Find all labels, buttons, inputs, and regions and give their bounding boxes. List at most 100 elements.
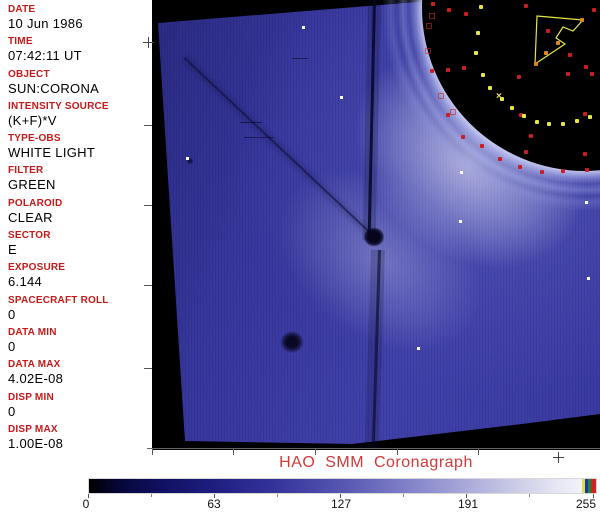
colorbar-tick — [88, 494, 89, 498]
fiducial-dot-red — [517, 75, 521, 79]
fiducial-dot-red — [561, 169, 565, 173]
colorbar-minor-tick — [151, 494, 152, 497]
metadata-field: INTENSITY SOURCE (K+F)*V — [8, 100, 150, 132]
field-label: TYPE-OBS — [8, 133, 61, 145]
colorbar-minor-tick — [529, 494, 530, 497]
fiducial-dot-yellow — [535, 120, 539, 124]
left-axis-tick — [144, 285, 152, 286]
bottom-axis-tick — [152, 449, 153, 455]
fiducial-dot-red — [568, 53, 572, 57]
colorbar — [88, 478, 597, 494]
field-label: INTENSITY SOURCE — [8, 100, 109, 112]
fiducial-dot-yellow — [522, 114, 526, 118]
fiducial-dot-red-faint — [429, 13, 435, 19]
fiducial-dot-yellow — [474, 51, 478, 55]
colorbar-tick — [214, 494, 215, 498]
metadata-field: TIME 07:42:11 UT — [8, 35, 150, 67]
field-label: DATA MIN — [8, 326, 57, 338]
left-axis-tick — [144, 125, 152, 126]
fiducial-dot-red — [480, 144, 484, 148]
colorbar-tick-label: 191 — [457, 497, 479, 511]
bright-speck — [302, 26, 305, 29]
field-label: TIME — [8, 36, 33, 48]
field-value: 1.00E-08 — [8, 435, 64, 451]
fiducial-dot-red — [585, 168, 589, 172]
field-value: SUN:CORONA — [8, 80, 100, 96]
field-value: CLEAR — [8, 209, 53, 225]
fiducial-dot-red-faint — [450, 109, 456, 115]
metadata-field: DATE 10 Jun 1986 — [8, 3, 150, 35]
metadata-field: TYPE-OBS WHITE LIGHT — [8, 132, 150, 164]
bottom-axis-tick — [315, 449, 316, 455]
metadata-field: DISP MIN 0 — [8, 391, 150, 423]
field-value: 0 — [8, 338, 16, 354]
fiducial-dot-yellow — [481, 73, 485, 77]
metadata-field: EXPOSURE 6.144 — [8, 261, 150, 293]
colorbar-tick-label: 63 — [207, 497, 221, 511]
fiducial-dot-yellow — [547, 122, 551, 126]
field-label: DATE — [8, 4, 36, 15]
bright-speck — [186, 157, 189, 160]
bottom-axis-tick — [233, 449, 234, 455]
fiducial-dot-yellow — [500, 97, 504, 101]
fiducial-dot-red — [446, 113, 450, 117]
field-value: GREEN — [8, 177, 56, 193]
field-value: 0 — [8, 306, 16, 322]
fiducial-dot-red — [446, 68, 450, 72]
metadata-field: POLAROID CLEAR — [8, 197, 150, 229]
fiducial-dot-yellow — [561, 122, 565, 126]
field-value: WHITE LIGHT — [8, 145, 96, 161]
fiducial-dot-red — [540, 170, 544, 174]
fiducial-dot-red-faint — [425, 48, 431, 54]
overlay-graphics — [534, 15, 585, 66]
field-value: (K+F)*V — [8, 112, 57, 128]
fiducial-dot-red — [461, 135, 465, 139]
plus-marker-icon — [143, 37, 154, 48]
fiducial-dot-red — [524, 4, 528, 8]
left-axis-tick — [144, 368, 152, 369]
plus-marker-icon — [553, 452, 564, 463]
field-label: SECTOR — [8, 230, 51, 242]
metadata-field: DISP MAX 1.00E-08 — [8, 423, 150, 455]
field-value: 4.02E-08 — [8, 371, 64, 387]
fiducial-dot-red-faint — [438, 93, 444, 99]
fiducial-dot-yellow — [510, 106, 514, 110]
fiducial-dot-red — [447, 8, 451, 12]
fiducial-dot-orange — [544, 51, 548, 55]
plate-scratch — [240, 122, 262, 123]
field-label: POLAROID — [8, 197, 63, 209]
bright-speck — [585, 201, 588, 204]
colorbar-minor-tick — [403, 494, 404, 497]
fiducial-dot-orange — [534, 62, 538, 66]
fiducial-dot-red — [518, 165, 522, 169]
bright-speck — [340, 96, 343, 99]
fiducial-dot-red — [519, 113, 523, 117]
metadata-field: SPACECRAFT ROLL 0 — [8, 294, 150, 326]
colorbar-marker-stripe — [588, 479, 591, 493]
bottom-axis-line — [147, 448, 600, 449]
colorbar-tick-label: 0 — [82, 497, 90, 511]
colorbar-marker-stripe — [585, 479, 588, 493]
fiducial-dot-red — [583, 152, 587, 156]
image-title: HAO SMM Coronagraph — [279, 454, 473, 471]
field-label: SPACECRAFT ROLL — [8, 294, 109, 306]
fiducial-dot-yellow — [476, 31, 480, 35]
field-value: 10 Jun 1986 — [8, 16, 83, 31]
metadata-field: DATA MAX 4.02E-08 — [8, 358, 150, 390]
bright-speck — [587, 277, 590, 280]
fiducial-dot-red — [498, 157, 502, 161]
plate-scratch — [244, 137, 274, 138]
metadata-field: OBJECT SUN:CORONA — [8, 68, 150, 100]
metadata-field: SECTOR E — [8, 229, 150, 261]
left-axis-tick — [144, 205, 152, 206]
fiducial-dot-red — [590, 72, 594, 76]
fiducial-dot-red — [462, 66, 466, 70]
colorbar-tick — [593, 494, 594, 498]
fiducial-dot-red — [524, 150, 528, 154]
fiducial-dot-red-faint — [426, 23, 432, 29]
bright-speck — [417, 347, 420, 350]
sun-center-cross-icon: × — [496, 91, 502, 102]
colorbar-marker-stripe — [591, 479, 596, 493]
field-label: DISP MIN — [8, 391, 54, 403]
